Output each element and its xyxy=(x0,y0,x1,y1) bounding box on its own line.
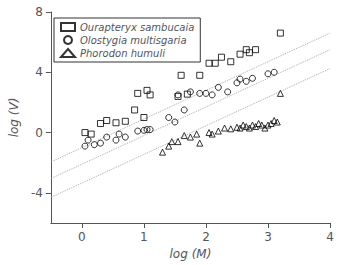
svg-text:Ourapteryx sambucaia: Ourapteryx sambucaia xyxy=(80,22,194,33)
svg-text:4: 4 xyxy=(35,65,43,79)
svg-text:2: 2 xyxy=(202,230,210,244)
svg-text:0: 0 xyxy=(78,230,86,244)
svg-text:1: 1 xyxy=(140,230,148,244)
svg-text:0: 0 xyxy=(35,126,43,140)
svg-text:-4: -4 xyxy=(31,186,43,200)
svg-text:Phorodon humuli: Phorodon humuli xyxy=(80,48,165,59)
svg-text:Olostygia multisgaria: Olostygia multisgaria xyxy=(80,35,187,46)
svg-text:4: 4 xyxy=(326,230,334,244)
svg-text:8: 8 xyxy=(35,5,43,19)
svg-text:log (M): log (M) xyxy=(170,247,212,261)
svg-text:3: 3 xyxy=(264,230,272,244)
svg-text:log (V): log (V) xyxy=(7,98,21,138)
